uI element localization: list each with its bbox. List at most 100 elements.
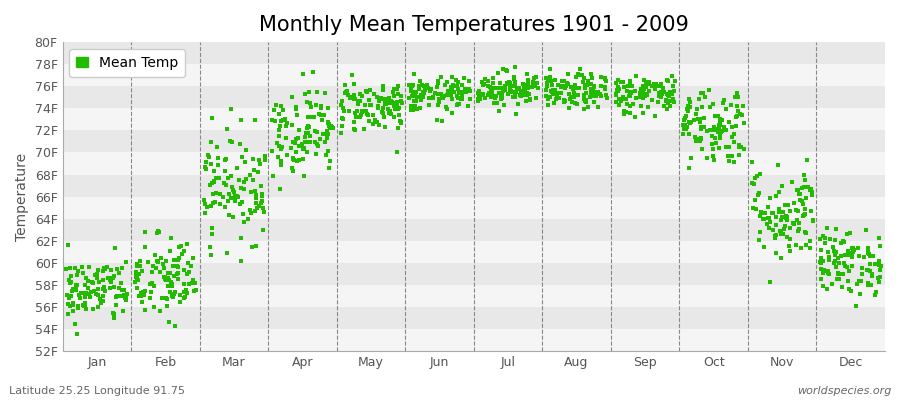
Point [638, 93, 652, 99]
Point [216, 194, 230, 200]
Point [289, 106, 303, 112]
Point [419, 82, 434, 88]
Point [562, 81, 576, 87]
Point [255, 198, 269, 204]
Point [174, 242, 188, 249]
Point [838, 263, 852, 269]
Point [844, 252, 859, 258]
Point [730, 113, 744, 119]
Point [266, 148, 280, 154]
Point [297, 173, 311, 179]
Bar [62, 219, 885, 241]
Point [119, 259, 133, 265]
Point [359, 108, 374, 114]
Point [94, 300, 108, 306]
Point [155, 294, 169, 301]
Point [235, 199, 249, 205]
Point [246, 176, 260, 183]
Point [394, 99, 409, 106]
Point [336, 105, 350, 111]
Point [860, 280, 875, 286]
Point [510, 85, 525, 91]
Point [348, 96, 363, 102]
Point [95, 276, 110, 283]
Point [435, 118, 449, 124]
Point [623, 78, 637, 85]
Point [278, 135, 293, 142]
Point [140, 259, 155, 265]
Point [438, 103, 453, 110]
Point [302, 88, 317, 95]
Point [265, 117, 279, 123]
Point [842, 252, 856, 258]
Point [392, 125, 406, 131]
Point [860, 267, 875, 273]
Point [390, 103, 404, 110]
Point [245, 244, 259, 250]
Point [594, 83, 608, 89]
Point [851, 278, 866, 284]
Point [436, 94, 450, 100]
Point [301, 114, 315, 120]
Point [623, 110, 637, 117]
Point [822, 256, 836, 263]
Point [774, 217, 788, 223]
Point [608, 91, 623, 98]
Point [598, 76, 613, 82]
Point [310, 128, 324, 135]
Point [667, 99, 681, 106]
Point [719, 144, 733, 150]
Point [392, 106, 406, 112]
Point [168, 257, 183, 264]
Point [131, 293, 146, 299]
Point [318, 139, 332, 146]
Point [677, 126, 691, 132]
Point [326, 124, 340, 131]
Point [317, 112, 331, 118]
Point [209, 175, 223, 181]
Point [576, 92, 590, 98]
Point [202, 154, 216, 160]
Point [416, 89, 430, 96]
Point [364, 102, 378, 108]
Point [68, 321, 82, 327]
Point [185, 280, 200, 286]
Point [303, 133, 318, 139]
Point [344, 94, 358, 100]
Point [212, 175, 226, 182]
Point [298, 90, 312, 97]
Point [868, 292, 883, 299]
Point [159, 303, 174, 310]
Point [751, 192, 765, 198]
Point [79, 306, 94, 312]
Point [105, 310, 120, 316]
Point [104, 279, 118, 285]
Point [257, 157, 272, 164]
Point [791, 226, 806, 232]
Point [760, 221, 775, 228]
Point [800, 157, 814, 163]
Point [859, 227, 873, 233]
Point [780, 234, 795, 241]
Point [652, 83, 666, 90]
Point [487, 94, 501, 100]
Point [179, 286, 194, 293]
Point [539, 74, 554, 81]
Point [171, 276, 185, 282]
Point [366, 90, 381, 97]
Point [348, 114, 363, 120]
Point [285, 139, 300, 145]
Point [588, 90, 602, 97]
Point [167, 289, 182, 296]
Point [623, 92, 637, 98]
Point [228, 192, 242, 199]
Point [158, 295, 173, 301]
Point [749, 205, 763, 212]
Point [273, 123, 287, 130]
Point [153, 269, 167, 276]
Point [300, 125, 314, 131]
Point [511, 84, 526, 91]
Point [268, 102, 283, 108]
Point [253, 160, 267, 167]
Point [661, 100, 675, 106]
